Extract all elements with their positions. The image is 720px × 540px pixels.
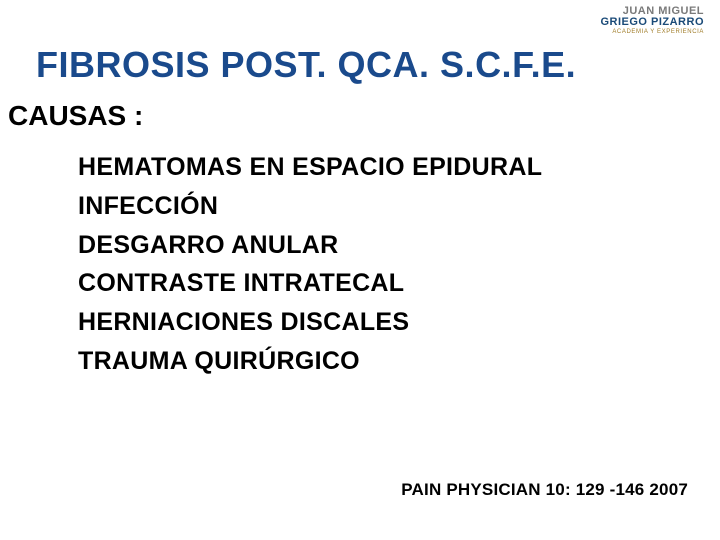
causes-list: HEMATOMAS EN ESPACIO EPIDURAL INFECCIÓN … — [78, 148, 542, 381]
logo-line2: GRIEGO PIZARRO — [600, 17, 704, 28]
list-item: HEMATOMAS EN ESPACIO EPIDURAL — [78, 148, 542, 187]
logo-line3: ACADEMIA Y EXPERIENCIA — [600, 29, 704, 35]
list-item: HERNIACIONES DISCALES — [78, 303, 542, 342]
list-item: DESGARRO ANULAR — [78, 226, 542, 265]
logo: JUAN MIGUEL GRIEGO PIZARRO ACADEMIA Y EX… — [600, 6, 704, 35]
list-item: TRAUMA QUIRÚRGICO — [78, 342, 542, 381]
list-item: CONTRASTE INTRATECAL — [78, 264, 542, 303]
citation: PAIN PHYSICIAN 10: 129 -146 2007 — [401, 480, 688, 500]
list-item: INFECCIÓN — [78, 187, 542, 226]
slide-subtitle: CAUSAS : — [8, 100, 143, 132]
slide-title: FIBROSIS POST. QCA. S.C.F.E. — [36, 44, 576, 86]
